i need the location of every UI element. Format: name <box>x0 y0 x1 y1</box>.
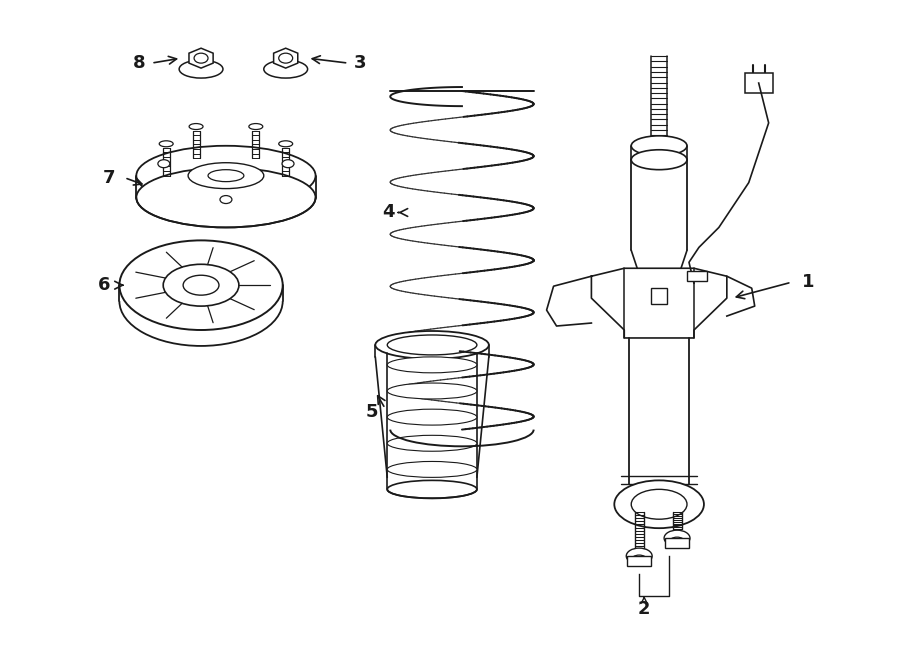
Ellipse shape <box>189 124 203 130</box>
Ellipse shape <box>387 357 477 373</box>
Ellipse shape <box>136 146 316 205</box>
FancyBboxPatch shape <box>745 73 772 93</box>
Ellipse shape <box>163 264 239 306</box>
Ellipse shape <box>387 383 477 399</box>
Ellipse shape <box>188 163 264 189</box>
Ellipse shape <box>631 150 687 169</box>
FancyBboxPatch shape <box>687 271 707 281</box>
Ellipse shape <box>387 461 477 477</box>
Text: 8: 8 <box>133 54 146 72</box>
Ellipse shape <box>387 335 477 355</box>
Ellipse shape <box>375 331 489 359</box>
Ellipse shape <box>279 53 292 63</box>
Ellipse shape <box>669 537 685 547</box>
Ellipse shape <box>631 555 647 565</box>
Ellipse shape <box>631 489 687 519</box>
Ellipse shape <box>159 141 173 147</box>
FancyBboxPatch shape <box>665 538 689 548</box>
Ellipse shape <box>282 160 294 167</box>
Text: 3: 3 <box>354 54 366 72</box>
Text: 4: 4 <box>382 203 394 222</box>
Ellipse shape <box>220 195 232 203</box>
Ellipse shape <box>183 275 219 295</box>
Ellipse shape <box>631 136 687 156</box>
Ellipse shape <box>279 141 292 147</box>
Text: 6: 6 <box>98 276 111 294</box>
Ellipse shape <box>208 169 244 181</box>
Text: 2: 2 <box>638 600 651 618</box>
Ellipse shape <box>264 60 308 78</box>
Ellipse shape <box>158 160 170 167</box>
Ellipse shape <box>194 53 208 63</box>
Text: 7: 7 <box>104 169 116 187</box>
Ellipse shape <box>136 167 316 228</box>
Ellipse shape <box>664 530 690 546</box>
Ellipse shape <box>626 548 652 564</box>
Polygon shape <box>274 48 298 68</box>
Ellipse shape <box>615 481 704 528</box>
Text: 1: 1 <box>802 273 814 291</box>
Ellipse shape <box>387 409 477 425</box>
Ellipse shape <box>387 436 477 451</box>
Ellipse shape <box>120 240 283 330</box>
Ellipse shape <box>248 124 263 130</box>
Ellipse shape <box>387 481 477 498</box>
Ellipse shape <box>179 60 223 78</box>
Polygon shape <box>189 48 213 68</box>
FancyBboxPatch shape <box>652 288 667 304</box>
Text: 5: 5 <box>366 402 379 420</box>
FancyBboxPatch shape <box>627 556 652 566</box>
